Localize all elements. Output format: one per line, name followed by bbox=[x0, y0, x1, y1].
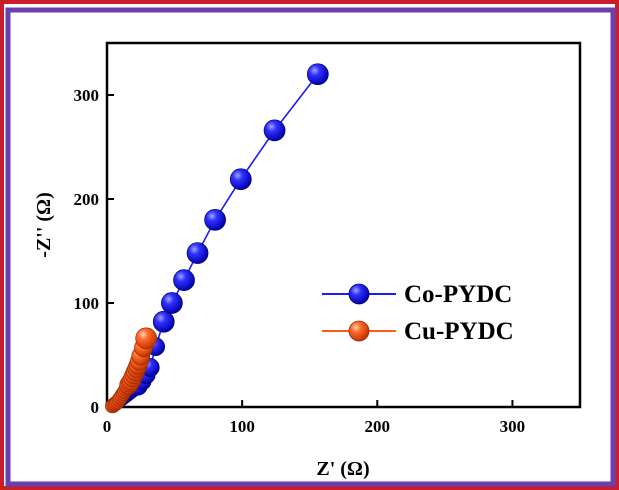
x-tick-label: 300 bbox=[500, 417, 526, 436]
x-tick-label: 200 bbox=[365, 417, 391, 436]
data-point-co-pydc bbox=[229, 168, 252, 191]
x-axis-ticks: 0 100 200 300 bbox=[103, 400, 525, 436]
frame-border-inner bbox=[5, 7, 616, 487]
x-tick-label: 0 bbox=[103, 417, 112, 436]
legend-marker-cu-pydc bbox=[348, 320, 370, 342]
legend-marker-co-pydc bbox=[348, 283, 370, 305]
data-point-co-pydc bbox=[204, 208, 226, 231]
data-point-co-pydc bbox=[263, 119, 286, 142]
data-point-cu-pydc bbox=[135, 327, 158, 350]
data-point-co-pydc bbox=[186, 242, 209, 264]
data-point-co-pydc bbox=[306, 63, 329, 86]
x-tick-label: 100 bbox=[229, 417, 255, 436]
y-axis-title: -Z'' (Ω) bbox=[33, 192, 55, 257]
data-point-co-pydc bbox=[152, 310, 175, 333]
data-point-co-pydc bbox=[161, 292, 183, 314]
data-point-co-pydc bbox=[173, 269, 195, 291]
legend-label-cu-pydc: Cu-PYDC bbox=[404, 318, 514, 345]
plot-area bbox=[105, 41, 582, 409]
x-axis-title: Z' (Ω) bbox=[316, 458, 369, 480]
y-tick-label: 100 bbox=[74, 294, 100, 313]
legend: Co-PYDC Cu-PYDC bbox=[322, 281, 514, 345]
series-points bbox=[105, 63, 329, 414]
legend-label-co-pydc: Co-PYDC bbox=[404, 281, 512, 308]
y-tick-label: 200 bbox=[74, 190, 100, 209]
y-tick-label: 0 bbox=[91, 398, 100, 417]
y-tick-label: 300 bbox=[74, 86, 100, 105]
